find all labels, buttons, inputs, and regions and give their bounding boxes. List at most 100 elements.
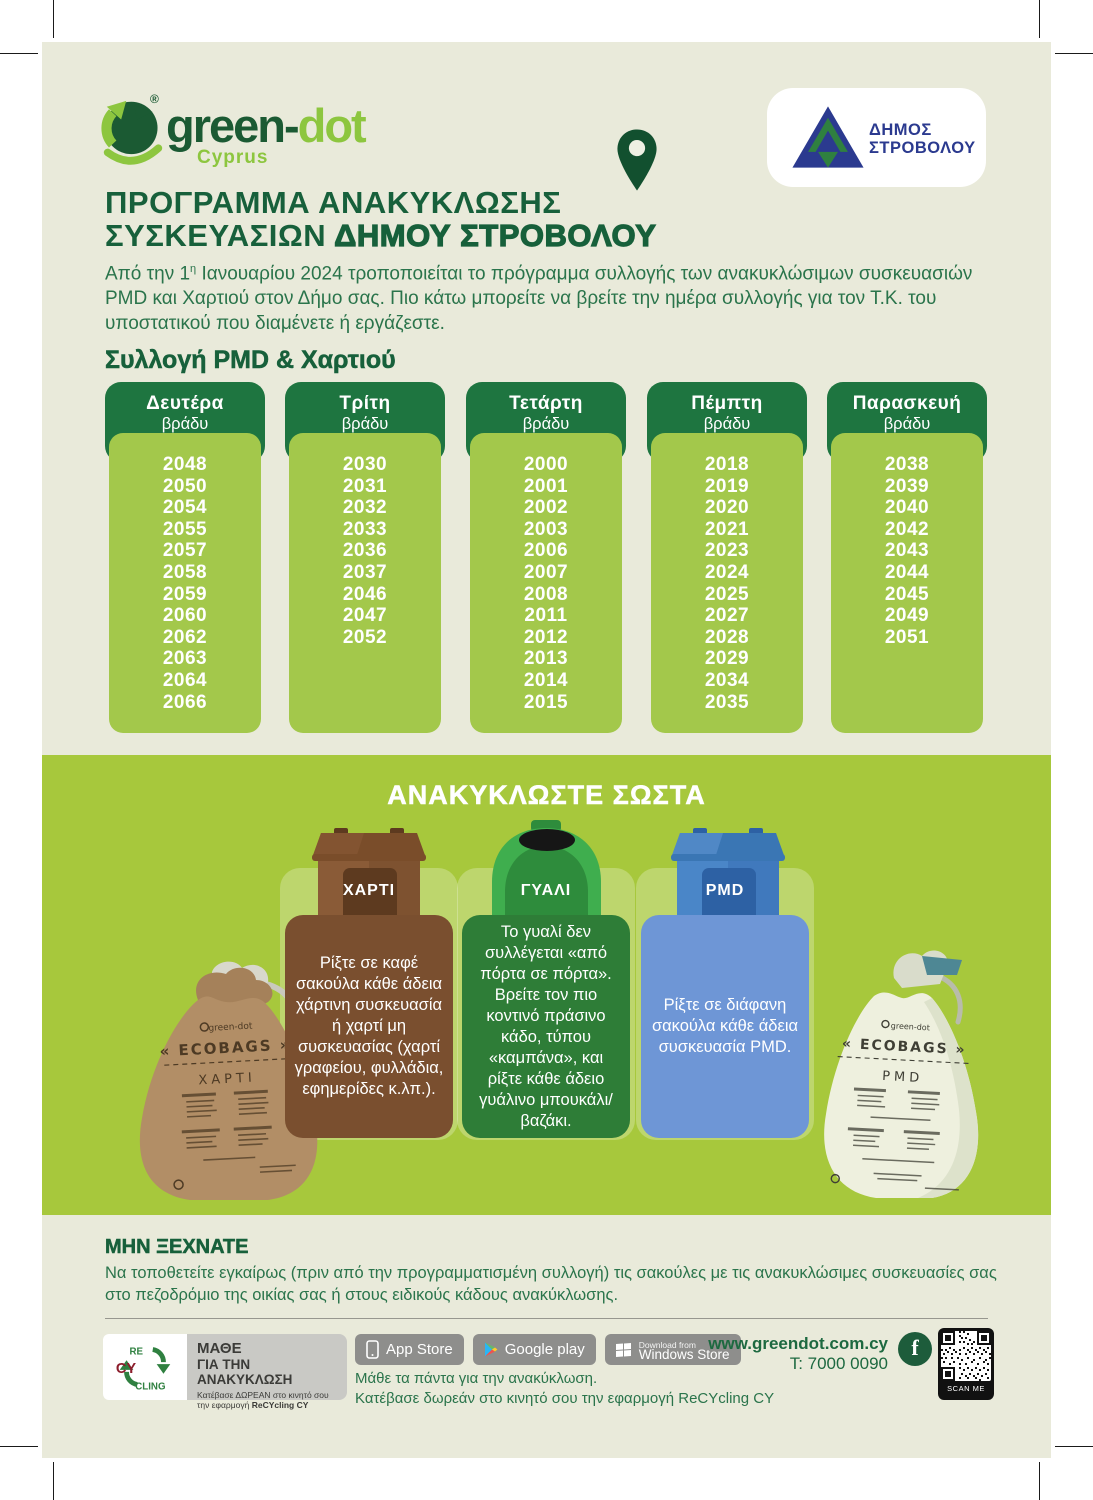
recycling-cy-logo-icon: RE CY CLING xyxy=(116,1346,171,1392)
bag-subtitle: ΧΑΡΤΙ xyxy=(198,1070,256,1088)
learn-recycling-box: ΜΑΘΕ ΓΙΑ ΤΗΝ ΑΝΑΚΥΚΛΩΣΗ Κατέβασε ΔΩΡΕΑΝ … xyxy=(187,1334,347,1410)
postal-code: 2044 xyxy=(884,561,930,583)
schedule-codes: 2048 2050 2054 2055 2057 2058 2059 2060 2062 2063… xyxy=(109,433,261,733)
google-play-label: Google play xyxy=(504,1341,585,1358)
postal-code: 2029 xyxy=(704,648,750,670)
schedule-column-tuesday: Τρίτη βράδυ 2030 2031 2032 2033 2036 2037 2046… xyxy=(285,382,445,733)
postal-code: 2030 xyxy=(342,454,388,475)
postal-code: 2051 xyxy=(884,626,930,648)
municipality-name: ΔΗΜΟΣ ΣΤΡΟΒΟΛΟΥ xyxy=(869,121,976,157)
recycle-correctly-heading: ΑΝΑΚΥΚΛΩΣΤΕ ΣΩΣΤΑ xyxy=(387,780,706,811)
crop-mark xyxy=(1039,0,1040,38)
crop-mark xyxy=(53,1462,54,1500)
glass-instructions-text: Το γυαλί δεν συλλέγεται «από πόρτα σε πό… xyxy=(479,922,613,1130)
postal-code: 2043 xyxy=(884,540,930,562)
municipality-name-line2: ΣΤΡΟΒΟΛΟΥ xyxy=(869,139,976,157)
phone-number: T: 7000 0090 xyxy=(789,1354,888,1373)
pmd-instructions-card: Ρίξτε σε διάφανη σακούλα κάθε άδεια συσκ… xyxy=(641,915,809,1138)
postal-code: 2020 xyxy=(704,497,750,519)
postal-code: 2012 xyxy=(523,626,569,648)
windows-store-badge: Download from Windows Store xyxy=(604,1334,741,1365)
postal-code: 2035 xyxy=(704,691,750,713)
postal-code: 2058 xyxy=(162,561,208,583)
recycling-cy-logo: RE CY CLING xyxy=(103,1334,187,1400)
bag-fine-print xyxy=(847,1087,959,1191)
municipality-logo-card: ΔΗΜΟΣ ΣΤΡΟΒΟΛΟΥ xyxy=(767,88,986,187)
schedule-day: Τετάρτη xyxy=(509,393,583,414)
postal-code: 2040 xyxy=(884,497,930,519)
reminder-heading: ΜΗΝ ΞΕΧΝΑΤΕ xyxy=(105,1236,249,1259)
page-title-line2-bold: ΔΗΜΟΥ ΣΤΡΟΒΟΛΟΥ xyxy=(334,217,657,253)
page-title-line2-prefix: ΣΥΣΚΕΥΑΣΙΩΝ xyxy=(105,218,335,253)
qr-code: SCAN ME xyxy=(938,1328,994,1400)
postal-code: 2036 xyxy=(342,540,388,562)
store-badges: App Store Google play Download from Wind… xyxy=(355,1334,741,1365)
pmd-instructions-text: Ρίξτε σε διάφανη σακούλα κάθε άδεια συσκ… xyxy=(651,996,799,1056)
postal-code: 2050 xyxy=(162,475,208,497)
bag-subtitle: PMD xyxy=(882,1069,924,1086)
crop-mark xyxy=(0,53,38,54)
website-url: www.greendot.com.cy xyxy=(708,1334,888,1353)
recycling-app-promo: RE CY CLING ΜΑΘΕ ΓΙΑ ΤΗΝ ΑΝΑΚΥΚΛΩΣΗ Κατέ… xyxy=(103,1334,347,1410)
intro-superscript: η xyxy=(190,263,197,275)
postal-code: 2019 xyxy=(704,475,750,497)
bag-brand: green-dot xyxy=(891,1021,931,1032)
schedule-time: βράδυ xyxy=(883,415,931,433)
municipality-name-line1: ΔΗΜΟΣ xyxy=(869,121,932,139)
schedule-codes: 2038 2039 2040 2042 2043 2044 2045 2049 2051 xyxy=(831,433,983,733)
crop-mark xyxy=(1039,1462,1040,1500)
postal-code: 2064 xyxy=(162,669,208,691)
intro-prefix: Από την 1 xyxy=(105,263,191,285)
postal-code: 2066 xyxy=(162,691,208,713)
postal-code: 2042 xyxy=(884,518,930,540)
postal-code: 2033 xyxy=(342,518,388,540)
bin-label-paper: ΧΑΡΤΙ xyxy=(342,882,396,899)
schedule-column-monday: Δευτέρα βράδυ 2048 2050 2054 2055 2057 2058 20… xyxy=(105,382,265,733)
postal-code: 2045 xyxy=(884,583,930,605)
intro-paragraph: Από την 1η Ιανουαρίου 2024 τροποποιείται… xyxy=(105,257,1002,336)
postal-code: 2046 xyxy=(342,583,388,605)
postal-code: 2039 xyxy=(884,475,930,497)
schedule-day: Πέμπτη xyxy=(691,393,763,414)
schedule-codes: 2018 2019 2020 2021 2023 2024 2025 2027 2028 2029… xyxy=(651,433,803,733)
postal-code: 2059 xyxy=(162,583,208,605)
postal-code: 2048 xyxy=(162,454,208,475)
app-promo-line2: Κατέβασε δωρεάν στο κινητό σου την εφαρμ… xyxy=(355,1390,775,1407)
schedule-time: βράδυ xyxy=(161,415,209,433)
postal-code: 2063 xyxy=(162,648,208,670)
postal-code: 2014 xyxy=(523,669,569,691)
postal-code: 2011 xyxy=(524,605,568,627)
windows-icon xyxy=(615,1342,631,1357)
postal-code: 2054 xyxy=(162,497,208,519)
crop-mark xyxy=(0,1446,38,1447)
schedule-heading: Συλλογή PMD & Χαρτιού xyxy=(105,346,396,375)
learn-sub2-appname: ReCYcling CY xyxy=(251,1400,309,1410)
postal-code: 2025 xyxy=(704,583,750,605)
schedule-codes: 2000 2001 2002 2003 2006 2007 2008 2011 2012 2013… xyxy=(470,433,622,733)
paper-ecobag-illustration: green-dot « ECOBAGS » ΧΑΡΤΙ xyxy=(139,961,318,1200)
google-play-badge: Google play xyxy=(472,1334,596,1365)
app-store-badge: App Store xyxy=(355,1334,464,1365)
registered-mark: ® xyxy=(150,92,159,106)
qr-scan-label: SCAN ME xyxy=(947,1384,985,1393)
brand-word-dark: green- xyxy=(166,99,300,152)
schedule-day: Παρασκευή xyxy=(852,393,962,414)
brand-wordmark: green-dot xyxy=(166,98,367,153)
postal-code: 2018 xyxy=(704,454,750,475)
postal-code: 2038 xyxy=(884,454,930,475)
location-pin-icon xyxy=(617,129,657,191)
crop-mark xyxy=(1055,1446,1093,1447)
bin-label-glass: ΓΥΑΛΙ xyxy=(520,882,572,899)
qr-pattern-svg xyxy=(941,1331,991,1381)
postal-code: 2028 xyxy=(704,626,750,648)
schedule-day: Τρίτη xyxy=(339,393,391,414)
postal-code: 2023 xyxy=(704,540,750,562)
postal-code: 2024 xyxy=(704,561,750,583)
learn-line1: ΜΑΘΕ xyxy=(197,1340,242,1357)
windows-store-label: Windows Store xyxy=(638,1346,730,1362)
paper-instructions-text: Ρίξτε σε καφέ σακούλα κάθε άδεια χάρτινη… xyxy=(294,954,444,1098)
postal-code: 2037 xyxy=(342,561,388,583)
schedule-time: βράδυ xyxy=(703,415,751,433)
postal-code: 2002 xyxy=(523,497,569,519)
learn-line2: ΓΙΑ ΤΗΝ ΑΝΑΚΥΚΛΩΣΗ xyxy=(197,1357,293,1387)
